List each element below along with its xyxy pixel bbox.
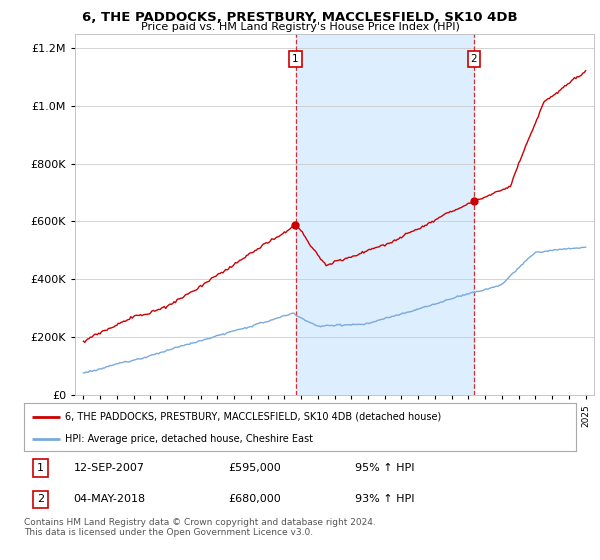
Text: 04-MAY-2018: 04-MAY-2018 <box>74 494 146 505</box>
Text: Price paid vs. HM Land Registry's House Price Index (HPI): Price paid vs. HM Land Registry's House … <box>140 22 460 32</box>
Text: 1: 1 <box>37 463 44 473</box>
Text: 93% ↑ HPI: 93% ↑ HPI <box>355 494 415 505</box>
Text: £680,000: £680,000 <box>228 494 281 505</box>
Text: 1: 1 <box>292 54 299 64</box>
Text: 2: 2 <box>37 494 44 505</box>
Text: HPI: Average price, detached house, Cheshire East: HPI: Average price, detached house, Ches… <box>65 434 313 444</box>
Text: 95% ↑ HPI: 95% ↑ HPI <box>355 463 415 473</box>
Text: 12-SEP-2007: 12-SEP-2007 <box>74 463 145 473</box>
Text: Contains HM Land Registry data © Crown copyright and database right 2024.
This d: Contains HM Land Registry data © Crown c… <box>24 518 376 538</box>
Text: 6, THE PADDOCKS, PRESTBURY, MACCLESFIELD, SK10 4DB: 6, THE PADDOCKS, PRESTBURY, MACCLESFIELD… <box>82 11 518 24</box>
Bar <box>296 34 474 395</box>
Text: 6, THE PADDOCKS, PRESTBURY, MACCLESFIELD, SK10 4DB (detached house): 6, THE PADDOCKS, PRESTBURY, MACCLESFIELD… <box>65 412 442 422</box>
Text: 2: 2 <box>471 54 478 64</box>
Text: £595,000: £595,000 <box>228 463 281 473</box>
